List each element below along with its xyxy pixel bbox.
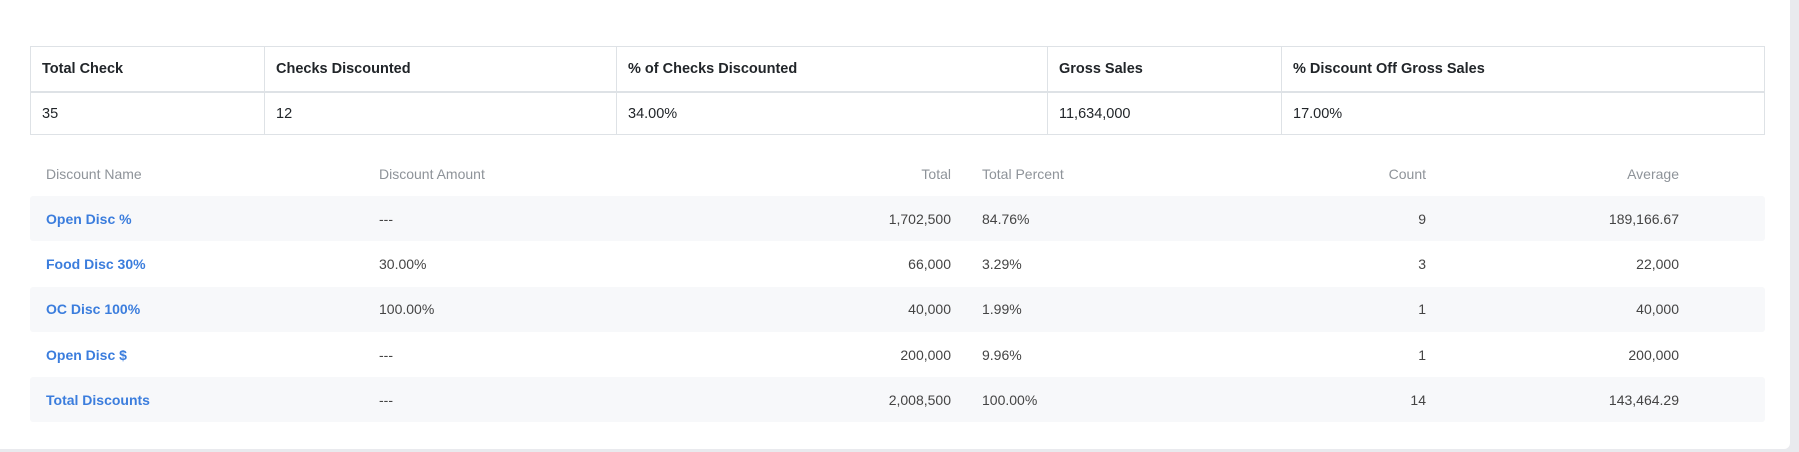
discount-header-row: Discount Name Discount Amount Total Tota… (30, 152, 1765, 196)
discount-total: 200,000 (900, 346, 951, 363)
header-total-percent: Total Percent (982, 166, 1064, 182)
header-count: Count (1388, 166, 1426, 182)
header-pct-checks-discounted: % of Checks Discounted (616, 46, 1048, 93)
discount-percent: 3.29% (982, 255, 1022, 272)
discount-average: 22,000 (1636, 255, 1679, 272)
discount-percent: 9.96% (982, 346, 1022, 363)
discount-table: Discount Name Discount Amount Total Tota… (30, 152, 1765, 423)
summary-value-row: 35 12 34.00% 11,634,000 17.00% (30, 91, 1765, 135)
discount-name-link[interactable]: Total Discounts (46, 391, 150, 408)
discount-count: 1 (1418, 301, 1426, 318)
discount-name-link[interactable]: Food Disc 30% (46, 255, 146, 272)
discount-average: 189,166.67 (1608, 210, 1679, 227)
discount-count: 9 (1418, 210, 1426, 227)
table-row: OC Disc 100% 100.00% 40,000 1.99% 1 40,0… (30, 286, 1765, 332)
table-row: Open Disc $ --- 200,000 9.96% 1 200,000 (30, 332, 1765, 377)
header-total-check: Total Check (30, 46, 265, 93)
value-pct-checks-discounted: 34.00% (616, 91, 1048, 135)
table-row: Open Disc % --- 1,702,500 84.76% 9 189,1… (30, 196, 1765, 242)
table-row: Food Disc 30% 30.00% 66,000 3.29% 3 22,0… (30, 241, 1765, 286)
discount-total: 66,000 (908, 255, 951, 272)
value-pct-discount-gross: 17.00% (1281, 91, 1765, 135)
table-row-total: Total Discounts --- 2,008,500 100.00% 14… (30, 377, 1765, 423)
discount-total: 40,000 (908, 301, 951, 318)
value-total-check: 35 (30, 91, 265, 135)
discount-average: 40,000 (1636, 301, 1679, 318)
value-gross-sales: 11,634,000 (1047, 91, 1282, 135)
discount-amount: 100.00% (379, 301, 435, 318)
discount-amount: --- (379, 391, 393, 408)
discount-count: 14 (1410, 391, 1426, 408)
header-pct-discount-gross: % Discount Off Gross Sales (1281, 46, 1765, 93)
header-average: Average (1627, 166, 1679, 182)
header-discount-amount: Discount Amount (379, 166, 485, 182)
discount-amount: --- (379, 210, 393, 227)
discount-total: 2,008,500 (888, 391, 951, 408)
discount-amount: --- (379, 346, 393, 363)
discount-average: 200,000 (1628, 346, 1679, 363)
discount-percent: 84.76% (982, 210, 1030, 227)
summary-header-row: Total Check Checks Discounted % of Check… (30, 46, 1765, 93)
header-gross-sales: Gross Sales (1047, 46, 1282, 93)
discount-name-link[interactable]: OC Disc 100% (46, 301, 141, 318)
discount-average: 143,464.29 (1608, 391, 1679, 408)
value-checks-discounted: 12 (264, 91, 617, 135)
discount-count: 1 (1418, 346, 1426, 363)
discount-percent: 100.00% (982, 391, 1038, 408)
header-checks-discounted: Checks Discounted (264, 46, 617, 93)
discount-total: 1,702,500 (888, 210, 951, 227)
summary-table: Total Check Checks Discounted % of Check… (30, 46, 1765, 135)
header-discount-name: Discount Name (46, 166, 142, 182)
discount-name-link[interactable]: Open Disc $ (46, 346, 127, 363)
discount-amount: 30.00% (379, 255, 427, 272)
discount-percent: 1.99% (982, 301, 1022, 318)
header-total: Total (921, 166, 951, 182)
discount-name-link[interactable]: Open Disc % (46, 210, 132, 227)
discount-count: 3 (1418, 255, 1426, 272)
